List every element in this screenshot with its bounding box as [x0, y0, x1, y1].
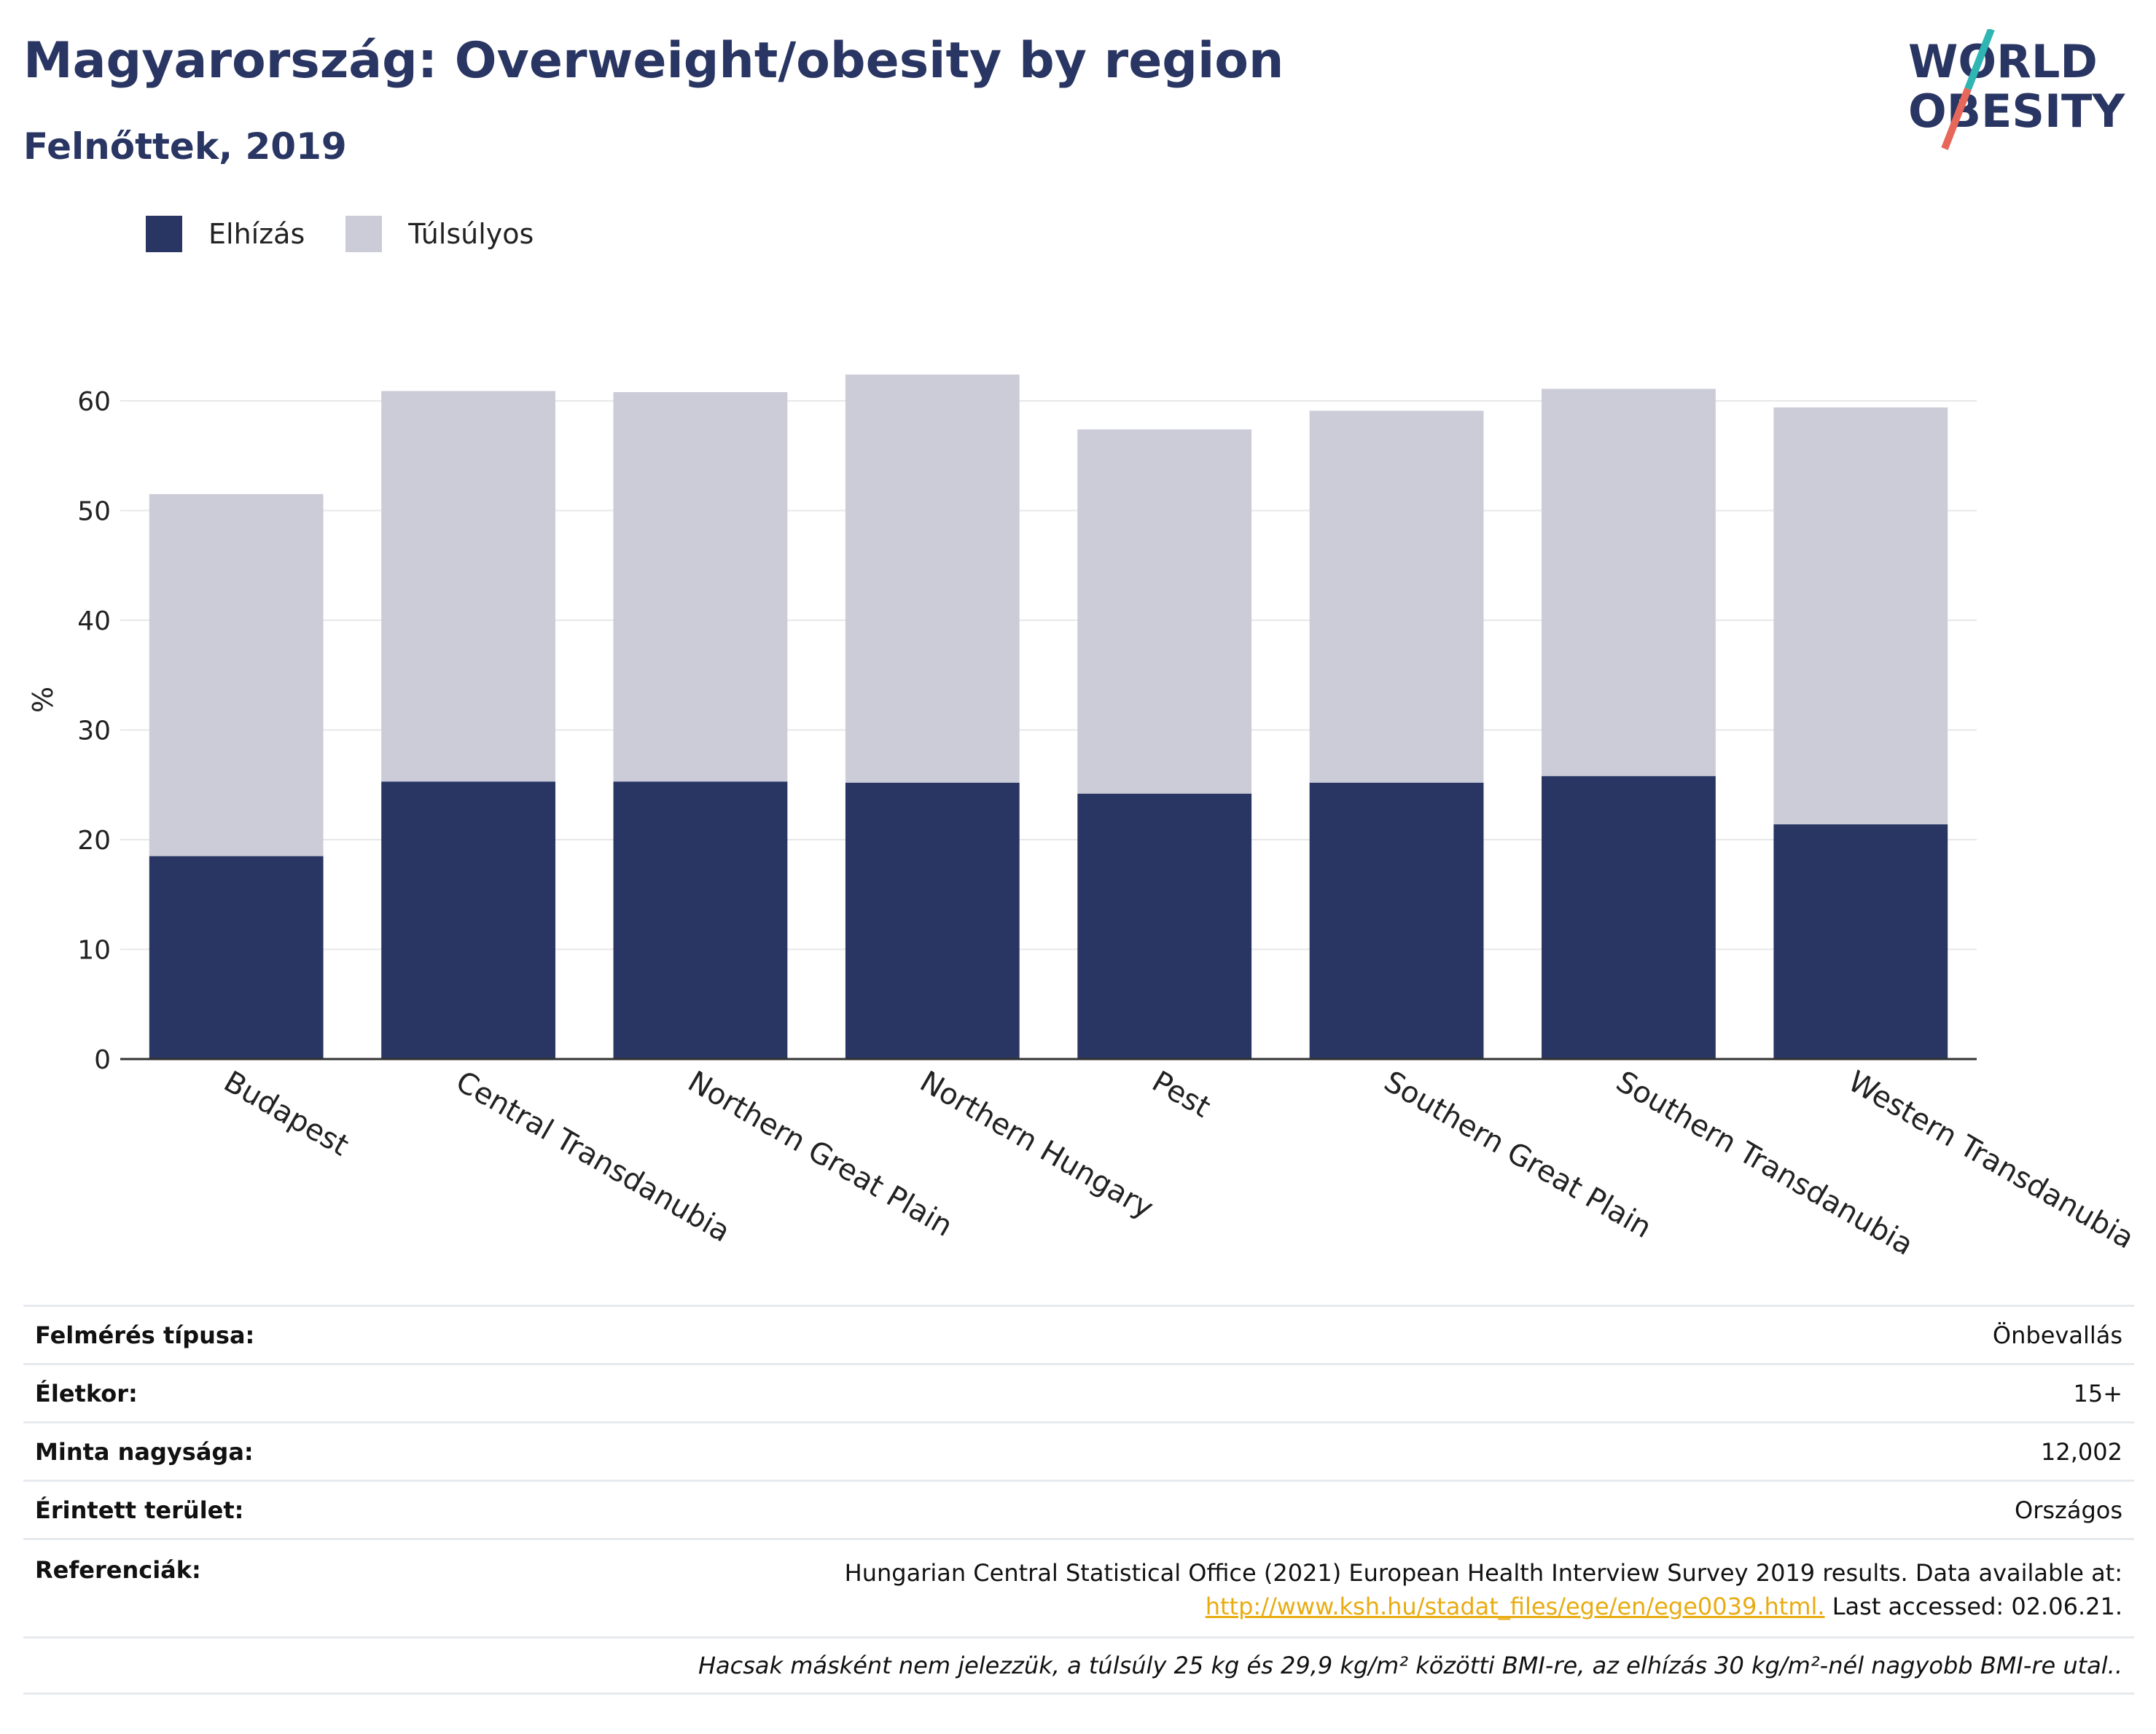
survey-type-label: Felmérés típusa: [35, 1321, 255, 1349]
x-tick-label-pest: Pest [1147, 1065, 1216, 1125]
logo-line-1: WORLD [1908, 35, 2098, 88]
legend-swatch-overweight [345, 216, 383, 252]
bar-overweight-southern-transdanubia [1542, 388, 1716, 776]
bmi-definition-note: Hacsak másként nem jelezzük, a túlsúly 2… [698, 1652, 2122, 1679]
legend-swatch-obesity [146, 216, 182, 252]
area-label: Érintett terület: [35, 1496, 244, 1524]
y-tick-label-0: 0 [94, 1045, 111, 1075]
legend-item-obesity[interactable]: Elhízás [146, 216, 305, 252]
age-label: Életkor: [35, 1379, 138, 1407]
chart-legend: Elhízás Túlsúlyos [146, 216, 534, 252]
reference-link[interactable]: http://www.ksh.hu/stadat_files/ege/en/eg… [1205, 1593, 1825, 1620]
bar-obesity-budapest [149, 856, 324, 1059]
bar-obesity-pest [1077, 793, 1252, 1059]
bar-overweight-northern-hungary [845, 374, 1020, 783]
bar-overweight-western-transdanubia [1773, 407, 1948, 824]
logo-slash-teal [1964, 28, 1995, 90]
bar-overweight-southern-great-plain [1309, 410, 1484, 783]
info-row-age: Életkor: 15+ [23, 1363, 2134, 1421]
logo-slash-coral [1941, 87, 1972, 150]
info-row-note: Hacsak másként nem jelezzük, a túlsúly 2… [23, 1636, 2134, 1695]
y-tick-label-20: 20 [77, 826, 111, 856]
references-value: Hungarian Central Statistical Office (20… [845, 1556, 2122, 1623]
reference-text: Hungarian Central Statistical Office (20… [844, 1559, 2122, 1587]
reference-link-line: http://www.ksh.hu/stadat_files/ege/en/eg… [845, 1590, 2122, 1623]
y-tick-label-60: 60 [77, 387, 111, 417]
bar-overweight-northern-great-plain [613, 391, 788, 782]
y-axis-title: % [27, 687, 59, 713]
survey-type-value: Önbevallás [1992, 1321, 2122, 1349]
y-tick-label-30: 30 [77, 716, 111, 746]
info-row-references: Referenciák: Hungarian Central Statistic… [23, 1538, 2134, 1636]
x-tick-label-northern-hungary: Northern Hungary [914, 1065, 1159, 1225]
y-tick-label-10: 10 [77, 936, 111, 966]
references-label: Referenciák: [35, 1556, 201, 1584]
sample-size-value: 12,002 [2041, 1437, 2122, 1466]
bar-overweight-pest [1077, 429, 1252, 794]
legend-item-overweight[interactable]: Túlsúlyos [345, 216, 534, 252]
age-value: 15+ [2073, 1379, 2122, 1407]
legend-label-obesity: Elhízás [208, 218, 305, 250]
bar-overweight-central-transdanubia [381, 391, 555, 782]
bar-obesity-northern-great-plain [613, 781, 788, 1059]
logo-line-2: OBESITY [1908, 85, 2125, 138]
info-table: Felmérés típusa: Önbevallás Életkor: 15+… [23, 1305, 2134, 1695]
y-tick-label-50: 50 [77, 497, 111, 527]
bar-obesity-central-transdanubia [381, 781, 555, 1059]
y-tick-label-40: 40 [77, 606, 111, 636]
sample-size-label: Minta nagysága: [35, 1437, 254, 1466]
chart-title: Magyarország: Overweight/obesity by regi… [23, 32, 1284, 90]
x-tick-label-budapest: Budapest [218, 1065, 354, 1163]
info-row-sample-size: Minta nagysága: 12,002 [23, 1421, 2134, 1480]
info-row-area: Érintett terület: Országos [23, 1480, 2134, 1538]
info-row-survey-type: Felmérés típusa: Önbevallás [23, 1305, 2134, 1363]
bar-obesity-southern-transdanubia [1542, 776, 1716, 1059]
bar-obesity-northern-hungary [845, 782, 1020, 1059]
bar-overweight-budapest [149, 493, 324, 856]
legend-label-overweight: Túlsúlyos [408, 218, 534, 250]
reference-accessed: Last accessed: 02.06.21. [1824, 1593, 2122, 1620]
world-obesity-logo: WORLD OBESITY [1895, 28, 2143, 160]
area-value: Országos [2015, 1496, 2122, 1524]
chart-subtitle: Felnőttek, 2019 [23, 125, 347, 168]
bar-obesity-southern-great-plain [1309, 782, 1484, 1059]
bar-obesity-western-transdanubia [1773, 824, 1948, 1059]
